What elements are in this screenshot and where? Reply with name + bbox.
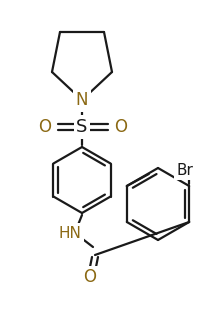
Text: S: S — [76, 118, 88, 136]
Text: O: O — [84, 268, 97, 286]
Text: O: O — [114, 118, 127, 136]
Text: O: O — [39, 118, 52, 136]
Text: Br: Br — [177, 162, 194, 178]
Text: N: N — [76, 91, 88, 109]
Text: HN: HN — [58, 225, 82, 240]
